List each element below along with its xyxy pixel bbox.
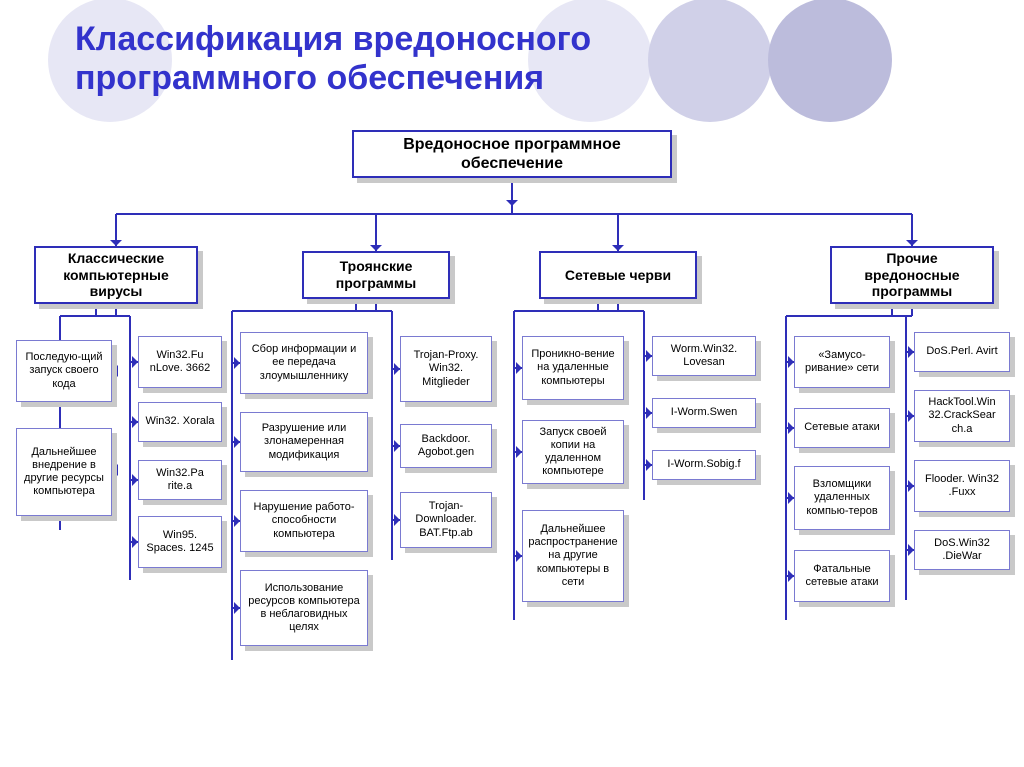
leaf-box-cat4_left-1: Сетевые атаки [794,408,890,448]
leaf-box-cat2_left-1: Разрушение или злонамеренная модификация [240,412,368,472]
leaf-box-cat1_left-0: Последую-щий запуск своего кода [16,340,112,402]
leaf-box-cat3_left-2: Дальнейшее распространение на другие ком… [522,510,624,602]
leaf-box-cat4_right-2: Flooder. Win32 .Fuxx [914,460,1010,512]
leaf-box-cat3_left-1: Запуск своей копии на удаленном компьюте… [522,420,624,484]
leaf-box-cat2_right-0: Trojan-Proxy. Win32. Mitglieder [400,336,492,402]
leaf-box-cat2_right-2: Trojan-Downloader. BAT.Ftp.ab [400,492,492,548]
leaf-box-cat4_right-1: HackTool.Win 32.CrackSear ch.a [914,390,1010,442]
title-line-2: программного обеспечения [75,59,591,98]
leaf-box-cat3_right-0: Worm.Win32. Lovesan [652,336,756,376]
leaf-box-cat1_right-0: Win32.Fu nLove. 3662 [138,336,222,388]
leaf-box-cat2_left-0: Сбор информации и ее передача злоумышлен… [240,332,368,394]
leaf-box-cat1_right-2: Win32.Pa rite.a [138,460,222,500]
leaf-box-cat2_right-1: Backdoor. Agobot.gen [400,424,492,468]
leaf-box-cat2_left-2: Нарушение работо-способности компьютера [240,490,368,552]
root-box: Вредоносное программное обеспечение [352,130,672,178]
category-box-1: Троянские программы [302,251,450,299]
leaf-box-cat4_left-0: «Замусо-ривание» сети [794,336,890,388]
title-line-1: Классификация вредоносного [75,20,591,59]
leaf-box-cat4_right-3: DoS.Win32 .DieWar [914,530,1010,570]
leaf-box-cat4_left-3: Фатальные сетевые атаки [794,550,890,602]
leaf-box-cat1_left-1: Дальнейшее внедрение в другие ресурсы ко… [16,428,112,516]
leaf-box-cat3_left-0: Проникно-вение на удаленные компьютеры [522,336,624,400]
category-box-0: Классические компьютерные вирусы [34,246,198,304]
category-box-3: Прочие вредоносные программы [830,246,994,304]
leaf-box-cat1_right-3: Win95. Spaces. 1245 [138,516,222,568]
leaf-box-cat4_right-0: DoS.Perl. Avirt [914,332,1010,372]
page-title: Классификация вредоносного программного … [75,20,591,98]
diagram: Вредоносное программное обеспечение Класс… [0,0,1024,767]
leaf-box-cat4_left-2: Взломщики удаленных компью-теров [794,466,890,530]
leaf-box-cat3_right-1: I-Worm.Swen [652,398,756,428]
category-box-2: Сетевые черви [539,251,697,299]
leaf-box-cat3_right-2: I-Worm.Sobig.f [652,450,756,480]
leaf-box-cat2_left-3: Использование ресурсов компьютера в небл… [240,570,368,646]
leaf-box-cat1_right-1: Win32. Xorala [138,402,222,442]
